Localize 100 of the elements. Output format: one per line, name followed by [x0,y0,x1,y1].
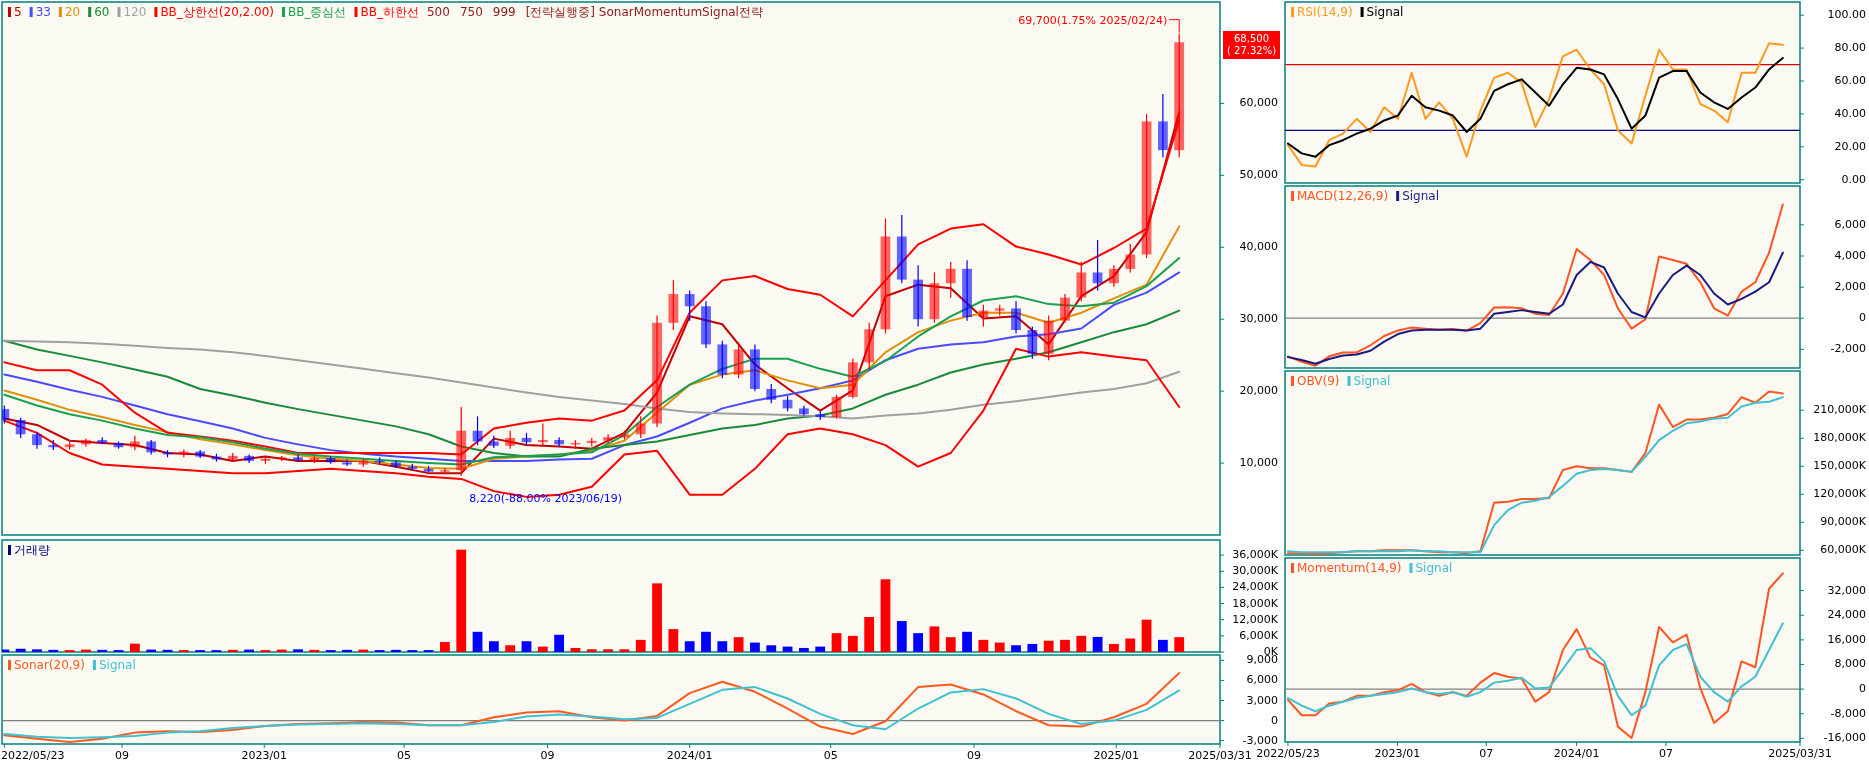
bar [652,583,662,652]
y-tick-label: 40.00 [1834,106,1866,120]
bar [717,641,728,652]
annotation: 69,700(1.75% 2025/02/24) [1018,13,1168,27]
y-tick-label: -8,000 [1830,706,1866,720]
x-tick-label: 2023/01 [241,749,288,762]
bar [815,646,826,652]
y-tick-label: 0 [1271,713,1278,727]
candlestick [1076,261,1087,302]
legend-label: 5 [14,5,22,19]
bar [668,629,679,652]
candlestick [586,437,597,448]
candlestick [880,217,891,335]
legend-label: Signal [1366,5,1404,19]
candlestick [1157,93,1168,158]
bar [48,649,59,652]
candlestick [32,431,42,450]
y-tick-label: 24,000K [1232,580,1279,594]
bar [488,641,499,652]
candlestick [1011,300,1021,335]
y-tick-label: 30,000K [1232,564,1279,578]
bar [586,649,597,652]
bar [603,649,613,652]
bar [97,649,108,652]
bar [1043,640,1054,652]
y-tick-label: 10,000 [1239,456,1278,470]
x-tick-label: 09 [540,749,555,762]
y-tick-label: 4,000 [1834,249,1866,262]
y-tick-label: 60,000 [1239,96,1278,110]
bar [391,649,401,652]
legend-label: Signal [1415,561,1453,575]
candlestick [81,438,91,448]
y-tick-label: 6,000K [1239,628,1279,642]
candlestick [195,449,206,459]
bar [554,634,565,652]
candlestick [15,417,26,439]
annotation: 750 [459,5,483,19]
y-tick-label: 60.00 [1834,73,1866,87]
annotation: 500 [426,5,450,19]
x-tick-label: 2022/05/23 [1256,747,1320,760]
bar [1060,639,1070,652]
annotation: 8,220(-88.00% 2023/06/19) [469,491,623,505]
candlestick [962,259,972,322]
bar [1076,635,1087,652]
y-tick-label: 20,000 [1239,384,1278,398]
bar [864,617,875,652]
legend-label: Signal [1353,374,1391,388]
y-tick-label: 0.00 [1841,172,1866,186]
y-tick-label: 150,000K [1813,459,1867,473]
bar [945,637,956,652]
candlestick [537,422,548,446]
bar [293,649,303,652]
bar [1027,643,1038,652]
candlestick [1060,293,1070,324]
y-tick-label: 12,000K [1232,612,1279,626]
legend-label: OBV(9) [1297,374,1340,388]
candlestick [1125,243,1136,274]
bar [32,649,42,652]
bar [472,631,483,652]
bar [847,635,858,652]
legend-label: 120 [123,5,147,19]
bar [309,649,320,652]
y-tick-label: 90,000K [1820,515,1867,529]
candlestick [1092,239,1103,292]
y-tick-label: -2,000 [1830,342,1866,356]
y-tick-label: 120,000K [1813,487,1867,501]
y-tick-label: 3,000 [1246,693,1278,707]
bar [929,626,940,652]
legend-label: 60 [94,5,110,19]
legend-label: BB_하한선 [360,5,419,19]
candlestick [929,271,940,324]
candlestick [129,435,140,451]
y-tick-label: 2,000 [1834,280,1866,294]
bar [962,631,972,652]
line-series [1286,203,1784,367]
bar [537,646,548,652]
bar [880,579,891,652]
x-tick-label: 05 [823,749,838,762]
candlestick [978,304,989,327]
legend: 거래량 [8,543,50,557]
y-tick-label: 80.00 [1834,41,1866,55]
candlestick [342,458,352,467]
candlestick [1027,325,1038,360]
bar [1174,637,1185,652]
y-tick-label: 8,000 [1834,657,1866,671]
candlestick [684,289,695,322]
y-tick-label: 6,000 [1246,673,1278,687]
y-tick-label: 16,000 [1827,632,1866,646]
y-tick-label: 32,000 [1827,583,1866,597]
legend-label: BB_중심선 [288,5,347,19]
y-tick-label: -16,000 [1823,731,1866,745]
candlestick [847,358,858,399]
x-tick-label: 09 [967,749,982,762]
line-series [3,339,1181,420]
bar [766,645,777,652]
legend-label: 20 [64,5,81,19]
y-tick-label: 50,000 [1239,168,1278,182]
bar [15,648,26,652]
bar [733,637,744,652]
price-label: 68,500 ( 27.32%) [1223,31,1280,59]
